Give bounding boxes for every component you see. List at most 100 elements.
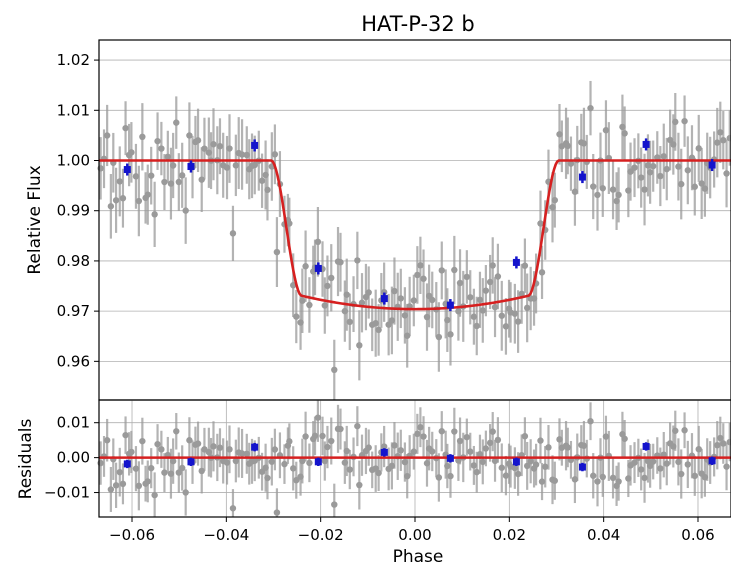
bottom-binned-points — [123, 442, 716, 472]
residual-point — [238, 450, 246, 457]
residual-point — [523, 462, 531, 470]
raw-point — [286, 220, 293, 227]
raw-point — [602, 127, 610, 134]
raw-point — [229, 230, 237, 237]
residual-point — [229, 505, 237, 512]
raw-point — [103, 132, 111, 139]
raw-point — [397, 295, 404, 302]
raw-point — [684, 167, 692, 174]
residual-point — [132, 465, 140, 472]
raw-point — [672, 118, 679, 126]
residual-point — [494, 436, 502, 444]
raw-point — [116, 178, 123, 185]
residual-point — [720, 440, 727, 447]
raw-point — [306, 301, 313, 309]
binned-point — [380, 295, 388, 303]
raw-point — [178, 172, 186, 179]
raw-point — [186, 132, 193, 139]
raw-point — [698, 180, 705, 187]
residual-point — [154, 440, 161, 448]
raw-point — [194, 137, 202, 144]
x-tick-label: −0.02 — [298, 526, 344, 544]
residual-point — [602, 433, 610, 440]
bottom-y-tick-label: 0.00 — [57, 449, 90, 467]
binned-point — [123, 166, 131, 174]
raw-point — [293, 313, 300, 320]
top-panel: 0.96 0.97 0.98 0.99 1.00 1.01 1.02 — [57, 39, 731, 401]
raw-point — [337, 259, 344, 266]
raw-point — [580, 140, 588, 147]
raw-point — [518, 290, 525, 298]
residual-point — [726, 438, 731, 446]
residual-point — [151, 491, 158, 499]
x-tick-label: 0.04 — [587, 526, 620, 544]
raw-point — [678, 180, 685, 188]
raw-point — [479, 307, 486, 314]
raw-point — [290, 282, 297, 289]
residual-point — [435, 474, 443, 481]
residual-point — [290, 465, 297, 472]
raw-point — [641, 186, 648, 193]
residual-point — [551, 477, 559, 484]
residual-point — [186, 437, 193, 444]
residual-point — [684, 461, 692, 468]
residual-point — [331, 501, 338, 508]
binned-residual-point — [512, 458, 520, 466]
residual-point — [482, 445, 490, 452]
residual-point — [299, 457, 306, 465]
raw-point — [660, 153, 667, 160]
residual-point — [511, 464, 519, 472]
raw-point — [375, 326, 382, 334]
top-y-ticks: 0.96 0.97 0.98 0.99 1.00 1.01 1.02 — [57, 51, 99, 370]
raw-point — [594, 191, 601, 199]
raw-point — [119, 195, 127, 202]
top-y-tick-label: 1.01 — [57, 101, 90, 119]
raw-point — [435, 333, 443, 341]
top-y-tick-label: 0.99 — [57, 202, 90, 220]
bottom-y-tick-label: 0.01 — [57, 414, 90, 432]
raw-point — [463, 273, 471, 281]
x-tick-label: −0.06 — [109, 526, 155, 544]
raw-point — [314, 238, 322, 246]
residual-point — [675, 458, 682, 466]
residual-point — [502, 472, 510, 479]
transit-model-line — [99, 159, 731, 311]
residual-point — [717, 434, 724, 442]
residual-point — [324, 443, 331, 451]
top-grid — [99, 59, 731, 362]
residual-point — [293, 477, 300, 484]
raw-point — [112, 197, 120, 204]
raw-point — [720, 136, 727, 144]
residual-point — [356, 481, 363, 489]
binned-residual-point — [380, 448, 388, 456]
residual-point — [621, 435, 628, 442]
residual-point — [135, 482, 143, 490]
raw-point — [417, 262, 424, 269]
x-tick-label: 0.02 — [493, 526, 526, 544]
residual-point — [537, 437, 544, 444]
residual-point — [346, 466, 353, 473]
residual-point — [410, 448, 418, 455]
residual-point — [429, 448, 436, 455]
residual-point — [380, 443, 388, 450]
raw-point — [681, 117, 688, 125]
raw-point — [567, 160, 575, 167]
binned-residual-point — [251, 443, 259, 451]
residual-point — [660, 451, 667, 458]
residual-point — [491, 457, 499, 465]
top-y-tick-label: 0.97 — [57, 302, 90, 320]
residual-point — [306, 459, 313, 467]
top-y-tick-label: 0.98 — [57, 252, 90, 270]
raw-point — [551, 196, 559, 204]
residual-point — [691, 472, 698, 480]
residual-point — [545, 444, 552, 451]
raw-point — [663, 165, 670, 173]
residual-point — [538, 478, 546, 485]
raw-point — [438, 267, 445, 274]
raw-point — [456, 279, 464, 287]
raw-point — [324, 282, 331, 290]
residual-point — [337, 425, 344, 433]
raw-point — [654, 154, 661, 161]
raw-point — [201, 145, 208, 152]
